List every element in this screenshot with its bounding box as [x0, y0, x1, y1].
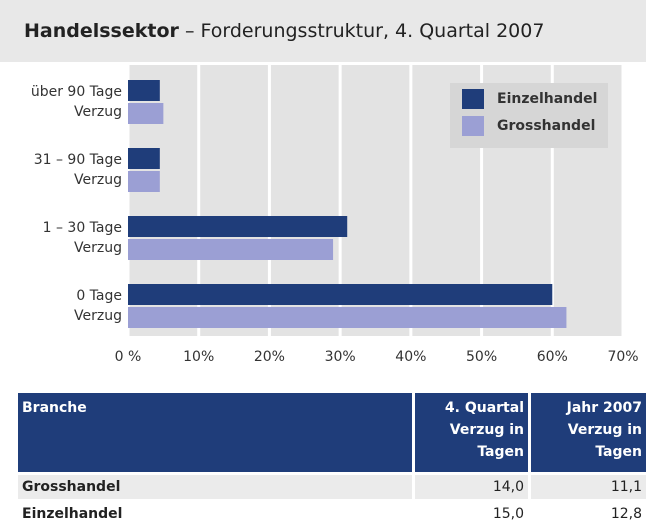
bar	[128, 239, 334, 260]
y-tick-label: 0 Tage Verzug	[74, 288, 122, 324]
table-cell: 14,0	[415, 475, 528, 499]
x-tick-label: 40%	[395, 349, 426, 365]
legend-swatch	[462, 89, 484, 109]
table-cell: 12,8	[610, 506, 642, 522]
bar	[128, 216, 348, 237]
y-tick-label: über 90 Tage Verzug	[30, 84, 122, 120]
table-cell: 15,0	[492, 506, 524, 522]
y-tick-label: 1 – 30 Tage Verzug	[42, 220, 122, 256]
bar	[128, 80, 160, 101]
chart: 0 % 10% 20% 30% 40% 50% 60% 70% Einzelhandel Gros…	[0, 0, 646, 365]
x-tick-label: 0 %	[115, 349, 142, 365]
x-tick-label: 60%	[537, 349, 568, 365]
x-tick-label: 50%	[466, 349, 497, 365]
subtitle: – Forderungsstruktur, 4. Quartal 2007	[184, 20, 545, 42]
title-band	[0, 0, 646, 62]
x-tick-label: 30%	[325, 349, 356, 365]
x-tick-label: 20%	[254, 349, 285, 365]
y-tick-label: 31 – 90 Tage Verzug	[33, 152, 122, 188]
legend-label: Einzelhandel	[497, 91, 597, 107]
table-header-cell: Branche	[18, 393, 412, 472]
x-tick-label: 70%	[607, 349, 638, 365]
table-header-cell: 4. Quartal Verzug in Tagen	[415, 393, 528, 472]
legend-label: Grosshandel	[497, 118, 595, 134]
bar	[128, 171, 160, 192]
table-cell: Grosshandel	[18, 475, 412, 499]
table-header-cell: Jahr 2007 Verzug in Tagen	[531, 393, 646, 472]
table-cell: 11,1	[531, 475, 646, 499]
x-tick-label: 10%	[183, 349, 214, 365]
bar	[128, 307, 567, 328]
bar	[128, 148, 160, 169]
chart-title: Handelssektor – Forderungsstruktur, 4. Q…	[24, 20, 544, 42]
bar	[128, 284, 553, 305]
title: Handelssektor	[24, 20, 179, 42]
table: Branche 4. Quartal Verzug in Tagen Jahr 20…	[18, 393, 646, 526]
table-cell: Einzelhandel	[22, 506, 123, 522]
bar	[128, 103, 164, 124]
legend-swatch	[462, 116, 484, 136]
